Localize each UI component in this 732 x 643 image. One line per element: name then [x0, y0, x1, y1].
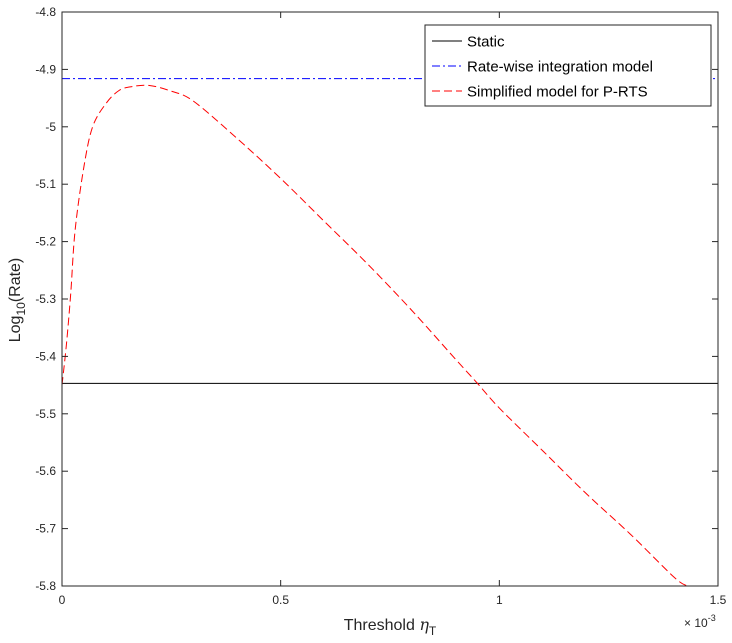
x-tick-label: 1.5 [710, 593, 727, 607]
legend-label-simplified: Simplified model for P-RTS [467, 84, 648, 101]
y-tick-label: -5.2 [35, 235, 56, 249]
x-exponent-label: × 10-3 [684, 613, 716, 630]
x-tick-label: 0 [59, 593, 66, 607]
y-tick-label: -5.1 [35, 177, 56, 191]
series-line-simplified [61, 84, 688, 587]
y-tick-label: -5 [45, 120, 56, 134]
x-tick-label: 1 [496, 593, 503, 607]
tick-layer: 0 0.5 1 1.5 -4.8 -4.9 -5 -5.1 -5.2 -5.3 -5.4 -5.5 -5… [35, 5, 726, 607]
plot-area [62, 12, 718, 586]
y-tick-label: -5.3 [35, 292, 56, 306]
legend-label-rate-wise: Rate-wise integration model [467, 59, 653, 76]
x-axis-label: Threshold ηT [344, 615, 437, 638]
legend-box [424, 24, 712, 107]
x-tick-label: 0.5 [272, 593, 289, 607]
y-tick-label: -5.7 [35, 522, 56, 536]
y-tick-label: -4.9 [35, 62, 56, 76]
y-axis-label: Log10(Rate) [7, 258, 28, 343]
y-tick-label: -5.6 [35, 464, 56, 478]
y-tick-label: -5.8 [35, 579, 56, 593]
y-tick-label: -4.8 [35, 5, 56, 19]
y-tick-label: -5.4 [35, 349, 56, 363]
legend-label-static: Static [467, 34, 505, 51]
legend: Static Rate-wise integration model Simpl… [424, 24, 712, 107]
y-tick-label: -5.5 [35, 407, 56, 421]
